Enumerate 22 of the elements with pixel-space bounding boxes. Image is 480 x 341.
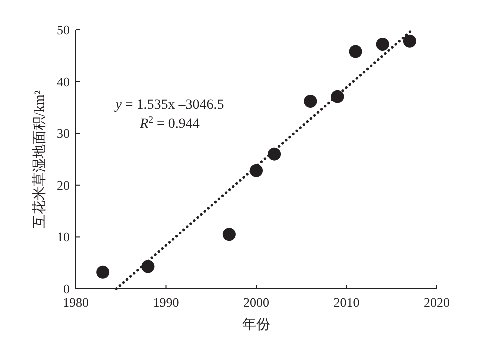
point xyxy=(96,266,110,279)
annotation: R$^{2}$ = 0.944 xyxy=(139,114,200,132)
x-tick-label: 1980 xyxy=(63,295,89,310)
x-tick-label: 2020 xyxy=(424,295,450,310)
x-tick-label: 2000 xyxy=(244,295,270,310)
y-axis-title: 互花米草湿地面积/km² xyxy=(32,90,48,228)
y-tick-label: 50 xyxy=(57,22,70,38)
y-tick-label: 10 xyxy=(57,230,70,245)
point xyxy=(376,38,390,52)
y-tick-label: 30 xyxy=(57,126,70,142)
annotation: y = 1.535x –3046.5 xyxy=(114,98,224,113)
x-axis-title: 年份 xyxy=(242,317,270,333)
point xyxy=(304,94,318,108)
point xyxy=(142,260,155,274)
y-tick-label: 40 xyxy=(57,74,70,90)
point xyxy=(403,34,416,48)
point xyxy=(222,228,236,242)
y-tick-label: 20 xyxy=(57,178,70,193)
x-tick-label: 2010 xyxy=(334,295,360,310)
point xyxy=(349,45,362,58)
y-tick-label: 0 xyxy=(64,282,70,296)
x-tick-label: 1990 xyxy=(153,295,180,310)
